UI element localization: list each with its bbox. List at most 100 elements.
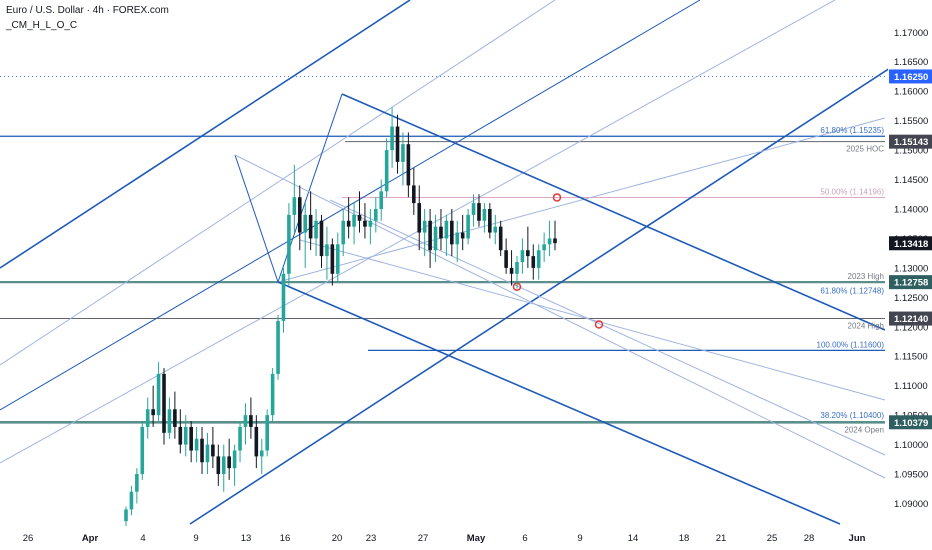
candle[interactable] xyxy=(368,208,373,245)
candle[interactable] xyxy=(173,391,177,439)
x-tick-label: 18 xyxy=(679,533,690,544)
pivot-marker-3[interactable] xyxy=(594,320,604,329)
price-badge-112140[interactable]: 1.12140 xyxy=(889,311,932,326)
candle[interactable] xyxy=(482,203,487,233)
candle[interactable] xyxy=(259,438,264,475)
candle[interactable] xyxy=(515,256,519,289)
candle[interactable] xyxy=(194,426,199,463)
candle[interactable] xyxy=(145,397,150,439)
candle[interactable] xyxy=(455,220,460,262)
candle[interactable] xyxy=(395,114,400,174)
candle[interactable] xyxy=(509,250,514,286)
symbol-title[interactable]: Euro / U.S. Dollar · 4h · FOREX.com xyxy=(6,5,169,16)
candle[interactable] xyxy=(428,208,432,268)
candle[interactable] xyxy=(243,403,248,445)
candle[interactable] xyxy=(531,244,536,280)
candle[interactable] xyxy=(488,203,492,239)
candle[interactable] xyxy=(135,468,139,504)
candle[interactable] xyxy=(200,426,204,475)
pivot-marker-1[interactable] xyxy=(552,193,562,202)
candle[interactable] xyxy=(167,397,172,439)
candle[interactable] xyxy=(498,220,503,257)
candle[interactable] xyxy=(352,203,356,245)
candle[interactable] xyxy=(303,203,308,268)
candle[interactable] xyxy=(406,132,411,198)
candle[interactable] xyxy=(287,203,291,286)
candle[interactable] xyxy=(477,194,481,227)
candle-body xyxy=(471,203,476,215)
candle[interactable] xyxy=(493,214,498,245)
candle[interactable] xyxy=(129,485,134,516)
candle[interactable] xyxy=(417,185,422,251)
candle[interactable] xyxy=(314,208,318,257)
candle[interactable] xyxy=(238,421,242,463)
candle[interactable] xyxy=(297,185,302,251)
candle-body xyxy=(488,208,492,233)
candle[interactable] xyxy=(341,208,346,257)
candle[interactable] xyxy=(422,208,427,257)
candle[interactable] xyxy=(227,438,231,480)
candle[interactable] xyxy=(292,164,297,233)
candle[interactable] xyxy=(216,444,221,486)
candle-body xyxy=(526,250,530,257)
candle[interactable] xyxy=(162,368,166,445)
candle[interactable] xyxy=(335,232,340,283)
candle[interactable] xyxy=(270,368,275,422)
candle[interactable] xyxy=(178,409,183,454)
candle[interactable] xyxy=(211,426,215,469)
price-badge-112758[interactable]: 1.12758 xyxy=(889,275,932,290)
candle[interactable] xyxy=(433,214,438,262)
candle[interactable] xyxy=(536,244,541,280)
price-badge-110379[interactable]: 1.10379 xyxy=(889,415,932,430)
candle[interactable] xyxy=(221,444,226,492)
candle[interactable] xyxy=(124,506,128,528)
candle[interactable] xyxy=(401,132,405,186)
price-badge-115143[interactable]: 1.15143 xyxy=(889,134,932,149)
candle-body xyxy=(265,415,269,451)
candle[interactable] xyxy=(471,194,476,227)
candle[interactable] xyxy=(183,415,188,457)
candle[interactable] xyxy=(460,214,465,251)
candle[interactable] xyxy=(254,415,259,469)
candle[interactable] xyxy=(281,267,286,333)
candle[interactable] xyxy=(276,315,280,380)
candle[interactable] xyxy=(205,432,210,475)
candle[interactable] xyxy=(265,409,269,457)
candle[interactable] xyxy=(504,238,508,274)
candle[interactable] xyxy=(373,197,378,233)
candle[interactable] xyxy=(547,220,552,257)
candle[interactable] xyxy=(439,208,443,251)
candle-body xyxy=(292,197,297,215)
candle-body xyxy=(450,220,454,245)
candle[interactable] xyxy=(189,421,193,463)
candle-body xyxy=(308,214,313,239)
candle[interactable] xyxy=(450,208,454,257)
candle[interactable] xyxy=(308,191,313,251)
candle[interactable] xyxy=(444,214,449,257)
indicator-label[interactable]: _CM_H_L_O_C xyxy=(6,20,78,31)
candle[interactable] xyxy=(151,385,155,427)
candle[interactable] xyxy=(346,197,351,239)
candle[interactable] xyxy=(249,397,253,439)
price-badge-113418[interactable]: 1.13418 xyxy=(889,236,932,251)
candle[interactable] xyxy=(232,444,237,486)
candle-body xyxy=(536,250,541,268)
candle[interactable] xyxy=(412,167,416,215)
candle[interactable] xyxy=(140,421,145,480)
candle[interactable] xyxy=(520,238,525,274)
candle[interactable] xyxy=(526,226,530,268)
candle[interactable] xyxy=(325,226,329,280)
candle[interactable] xyxy=(542,232,546,262)
candle[interactable] xyxy=(379,179,384,221)
candle[interactable] xyxy=(466,208,470,245)
candle[interactable] xyxy=(156,362,161,422)
candle[interactable] xyxy=(390,107,394,168)
candle[interactable] xyxy=(330,238,335,286)
price-badge-116250[interactable]: 1.16250 xyxy=(889,69,932,84)
candle-body xyxy=(276,320,280,374)
candle[interactable] xyxy=(357,191,362,233)
candle[interactable] xyxy=(319,214,324,268)
candle[interactable] xyxy=(553,220,557,251)
candle[interactable] xyxy=(363,203,367,239)
candle[interactable] xyxy=(384,138,389,198)
